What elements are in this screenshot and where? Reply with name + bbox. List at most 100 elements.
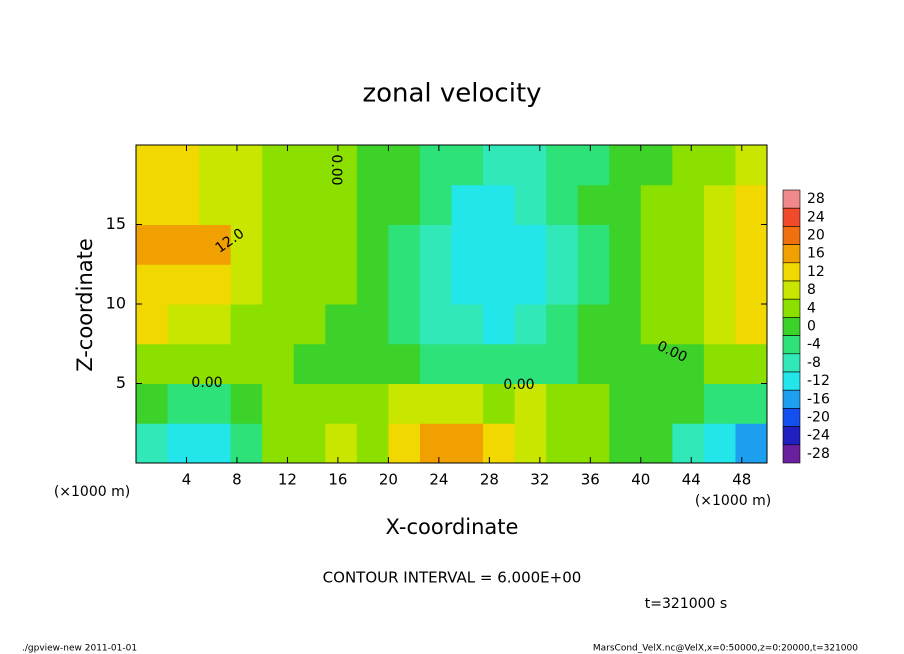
heat-cell (199, 184, 232, 225)
colorbar-label: 16 (807, 246, 825, 262)
heat-cell (167, 224, 200, 265)
colorbar-label: -20 (807, 410, 830, 426)
heat-cell (514, 423, 547, 464)
heat-cell (167, 383, 200, 424)
heat-cell (703, 383, 736, 424)
heat-cell (199, 304, 232, 345)
heat-cell (419, 184, 452, 225)
heat-cell (609, 145, 642, 186)
heat-cell (514, 343, 547, 384)
colorbar-box (782, 317, 801, 336)
heat-cell (609, 423, 642, 464)
heat-cell (262, 304, 295, 345)
heat-cell (262, 343, 295, 384)
heat-cell (514, 184, 547, 225)
colorbar-box (782, 444, 801, 464)
y-tick-label: 10 (106, 294, 126, 313)
colorbar-label: -12 (807, 373, 830, 389)
heat-cell (356, 304, 389, 345)
heat-cell (136, 264, 169, 305)
contour-label: 0.00 (503, 377, 534, 393)
heat-cell (672, 264, 705, 305)
heat-cell (419, 224, 452, 265)
x-tick-label: 24 (429, 471, 448, 489)
colorbar-box (782, 371, 801, 391)
heat-cell (356, 423, 389, 464)
heat-cell (356, 343, 389, 384)
heat-cell (356, 145, 389, 186)
colorbar-label: 12 (807, 264, 825, 280)
heat-cell (735, 383, 768, 424)
contour-label: 0.00 (328, 154, 344, 185)
y-axis-label: Z-coordinate (73, 238, 97, 372)
heat-cell (293, 145, 326, 186)
heat-cell (577, 224, 610, 265)
heat-cell (167, 423, 200, 464)
heat-cell (325, 184, 358, 225)
heat-cell (293, 304, 326, 345)
heat-cell (167, 264, 200, 305)
heat-cell (735, 304, 768, 345)
heat-cell (609, 184, 642, 225)
heat-cell (514, 145, 547, 186)
colorbar-label: -16 (807, 391, 830, 407)
heat-cell (703, 304, 736, 345)
heat-cell (735, 423, 768, 464)
heat-cell (230, 145, 263, 186)
heat-cell (419, 423, 452, 464)
colorbar-box (782, 389, 801, 409)
heat-cell (577, 423, 610, 464)
x-tick-label: 4 (182, 471, 192, 489)
colorbar-box (782, 335, 801, 355)
heat-cell (293, 224, 326, 265)
heat-cell (514, 383, 547, 424)
heat-cell (640, 383, 673, 424)
heat-cell (230, 224, 263, 265)
heat-cell (230, 383, 263, 424)
heat-cell (546, 145, 579, 186)
heat-cell (136, 145, 169, 186)
heat-cell (167, 184, 200, 225)
heat-cell (609, 383, 642, 424)
heat-cell (672, 184, 705, 225)
x-tick-label: 40 (631, 471, 650, 489)
heat-cell (640, 423, 673, 464)
heat-cell (640, 343, 673, 384)
heat-cell (546, 264, 579, 305)
colorbar-label: 8 (807, 282, 816, 298)
heat-cell (703, 145, 736, 186)
heat-cell (388, 184, 421, 225)
heat-cell (483, 383, 516, 424)
heat-cell (735, 264, 768, 305)
heat-cell (230, 343, 263, 384)
colorbar-label: 4 (807, 300, 816, 316)
heat-cell (640, 224, 673, 265)
x-tick-label: 8 (232, 471, 242, 489)
contour-label: 0.00 (191, 375, 222, 391)
heat-cell (262, 145, 295, 186)
heat-cell (293, 423, 326, 464)
heat-cell (640, 184, 673, 225)
heat-cell (672, 145, 705, 186)
heat-cell (609, 304, 642, 345)
heat-cell (546, 423, 579, 464)
heat-cell (136, 304, 169, 345)
heat-cell (262, 383, 295, 424)
heat-cell (356, 224, 389, 265)
colorbar-label: -4 (807, 337, 821, 353)
heat-cell (672, 304, 705, 345)
heat-cell (325, 224, 358, 265)
heat-cell (672, 343, 705, 384)
colorbar-box (782, 226, 801, 245)
heat-cell (546, 184, 579, 225)
y-tick-label: 15 (106, 214, 126, 233)
x-axis-label: X-coordinate (386, 515, 519, 539)
heat-cell (640, 304, 673, 345)
colorbar-box (782, 280, 801, 300)
heat-cell (640, 145, 673, 186)
heat-cell (703, 224, 736, 265)
heat-cell (451, 224, 484, 265)
colorbar-label: -8 (807, 355, 821, 371)
